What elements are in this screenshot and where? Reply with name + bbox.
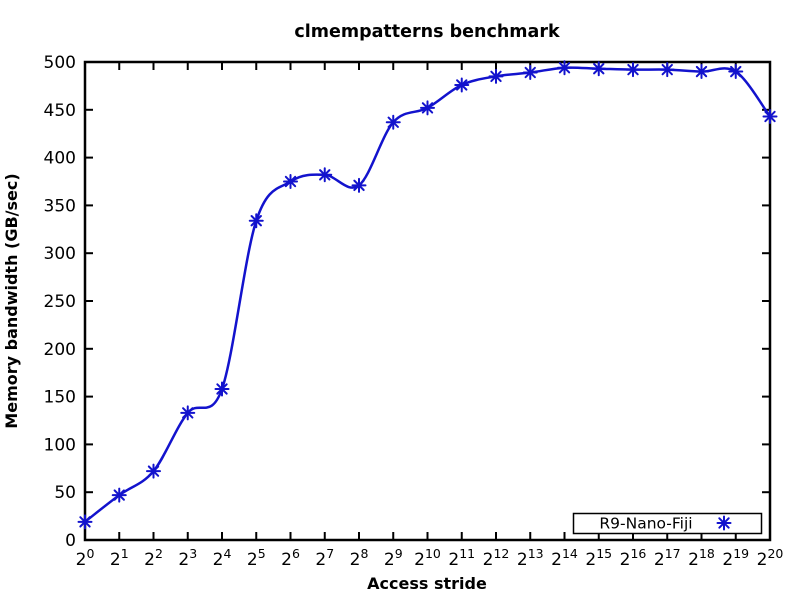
asterisk-marker-icon [77, 514, 93, 530]
asterisk-marker-icon [694, 64, 709, 80]
asterisk-marker-icon [522, 65, 538, 81]
x-tick-label: 23 [178, 546, 197, 570]
x-tick-label: 20 [76, 546, 95, 570]
y-tick-label: 200 [44, 340, 76, 360]
x-tick-label: 25 [247, 546, 266, 570]
y-tick-label: 50 [54, 483, 76, 503]
series-markers [77, 60, 778, 530]
legend: R9-Nano-Fiji [572, 512, 763, 535]
asterisk-marker-icon [591, 61, 607, 77]
x-tick-label: 211 [448, 546, 475, 570]
chart-title: clmempatterns benchmark [294, 22, 560, 42]
y-tick-label: 100 [44, 435, 76, 455]
asterisk-marker-icon [111, 487, 127, 503]
y-tick-label: 150 [44, 388, 76, 408]
asterisk-marker-icon [557, 60, 572, 76]
asterisk-marker-icon [488, 68, 504, 84]
x-tick-label: 212 [483, 546, 510, 570]
x-tick-label: 29 [384, 546, 403, 570]
asterisk-marker-icon [351, 177, 367, 193]
x-tick-label: 220 [757, 546, 784, 570]
x-tick-label: 21 [110, 546, 129, 570]
y-tick-label: 500 [44, 53, 76, 73]
x-tick-label: 214 [551, 546, 578, 570]
x-tick-label: 27 [315, 546, 334, 570]
asterisk-marker-icon [214, 381, 230, 397]
x-tick-label: 24 [213, 546, 232, 570]
y-tick-label: 350 [44, 196, 76, 216]
x-tick-label: 22 [144, 546, 163, 570]
x-tick-label: 219 [722, 546, 749, 570]
x-tick-label: 28 [350, 546, 369, 570]
asterisk-marker-icon [180, 405, 196, 421]
legend-series-label: R9-Nano-Fiji [599, 515, 692, 533]
x-tick-label: 216 [620, 546, 647, 570]
asterisk-marker-icon [317, 167, 333, 183]
legend-series-marker-icon [716, 515, 732, 531]
x-tick-label: 217 [654, 546, 681, 570]
asterisk-marker-icon [716, 515, 732, 531]
legend-box [572, 512, 763, 535]
y-tick-label: 250 [44, 292, 76, 312]
asterisk-marker-icon [659, 62, 675, 78]
asterisk-marker-icon [283, 174, 298, 189]
x-tick-label: 210 [414, 546, 441, 570]
x-axis-label: Access stride [367, 574, 487, 593]
y-axis-label: Memory bandwidth (GB/sec) [2, 173, 21, 428]
asterisk-marker-icon [385, 114, 401, 130]
x-tick-label: 215 [585, 546, 612, 570]
plot-frame [83, 60, 772, 542]
x-tick-label: 218 [688, 546, 715, 570]
x-tick-label: 213 [517, 546, 544, 570]
y-tick-label: 450 [44, 101, 76, 121]
plot-area: 0 50 100 150 200 250 300 350 400 450 500 20 21 22 23 24… [44, 53, 784, 570]
y-tick-label: 300 [44, 244, 76, 264]
series-line [83, 66, 772, 524]
asterisk-marker-icon [762, 108, 778, 124]
y-tick-label: 0 [65, 531, 76, 551]
asterisk-marker-icon [420, 100, 435, 116]
asterisk-marker-icon [248, 213, 264, 229]
asterisk-marker-icon [454, 77, 470, 93]
asterisk-marker-icon [728, 64, 744, 80]
x-tick-label: 26 [281, 546, 300, 570]
asterisk-marker-icon [146, 463, 161, 479]
asterisk-marker-icon [625, 62, 641, 78]
y-tick-label: 400 [44, 149, 76, 169]
